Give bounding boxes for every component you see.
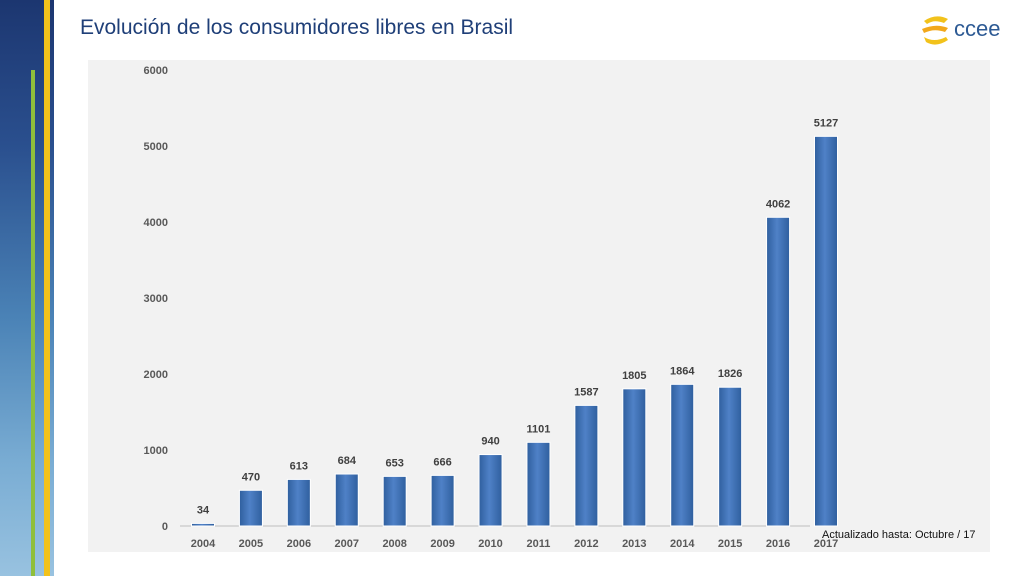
bar-2017: [814, 135, 838, 527]
side-accent-yellow: [44, 0, 50, 576]
data-label-2015: 1826: [718, 368, 742, 380]
bar-2016: [766, 216, 791, 527]
x-tick-label: 2015: [718, 538, 742, 550]
data-label-2008: 653: [386, 457, 404, 469]
x-tick-label: 2004: [191, 538, 216, 550]
bar-chart: 0 1000 2000 3000 4000 5000 6000 34 2004 470 2005 61…: [144, 65, 839, 550]
x-tick-label: 2009: [430, 538, 454, 550]
x-tick-label: 2014: [670, 538, 695, 550]
bar-2008: [382, 475, 407, 527]
y-tick-label: 4000: [144, 217, 168, 229]
logo-text: ccee: [954, 16, 1001, 41]
chart-area: 0 1000 2000 3000 4000 5000 6000 34 2004 470 2005 61…: [88, 60, 990, 552]
x-tick-label: 2016: [766, 538, 790, 550]
bar-2014: [670, 383, 695, 527]
bar-2009: [430, 474, 455, 527]
data-label-2013: 1805: [622, 370, 646, 382]
x-tick-label: 2005: [239, 538, 263, 550]
data-label-2011: 1101: [527, 423, 551, 435]
x-tick-label: 2011: [527, 538, 551, 550]
data-label-2006: 613: [290, 460, 308, 472]
data-label-2005: 470: [242, 471, 260, 483]
bar-2015: [718, 386, 743, 527]
data-label-2012: 1587: [574, 386, 598, 398]
x-tick-label: 2008: [382, 538, 406, 550]
y-tick-label: 1000: [144, 445, 168, 457]
bar-2011: [526, 441, 551, 527]
ccee-logo-icon: [922, 16, 948, 45]
x-tick-label: 2013: [622, 538, 646, 550]
bar-2010: [478, 454, 503, 527]
data-label-2016: 4062: [766, 198, 790, 210]
y-tick-label: 3000: [144, 293, 168, 305]
x-tick-label: 2012: [574, 538, 598, 550]
x-tick-label: 2006: [287, 538, 311, 550]
bar-2012: [574, 404, 599, 527]
y-tick-label: 2000: [144, 369, 168, 381]
bar-2006: [286, 478, 311, 527]
x-tick-label: 2010: [478, 538, 502, 550]
data-label-2007: 684: [338, 455, 357, 467]
page-title: Evolución de los consumidores libres en …: [80, 16, 514, 39]
data-label-2010: 940: [481, 436, 499, 448]
side-accent-green: [31, 70, 35, 576]
data-label-2004: 34: [197, 504, 210, 516]
bar-2004: [191, 522, 215, 527]
data-label-2014: 1864: [670, 365, 695, 377]
bar-2007: [334, 473, 359, 527]
x-tick-label: 2007: [335, 538, 359, 550]
bar-2013: [622, 388, 647, 527]
bar-2005: [238, 489, 263, 527]
updated-note: Actualizado hasta: Octubre / 17: [822, 529, 976, 541]
y-tick-label: 6000: [144, 65, 168, 77]
y-tick-label: 5000: [144, 141, 168, 153]
y-tick-label: 0: [162, 521, 168, 533]
data-label-2017: 5127: [814, 117, 838, 129]
data-label-2009: 666: [433, 456, 451, 468]
x-tick-label: 2017: [814, 538, 838, 550]
